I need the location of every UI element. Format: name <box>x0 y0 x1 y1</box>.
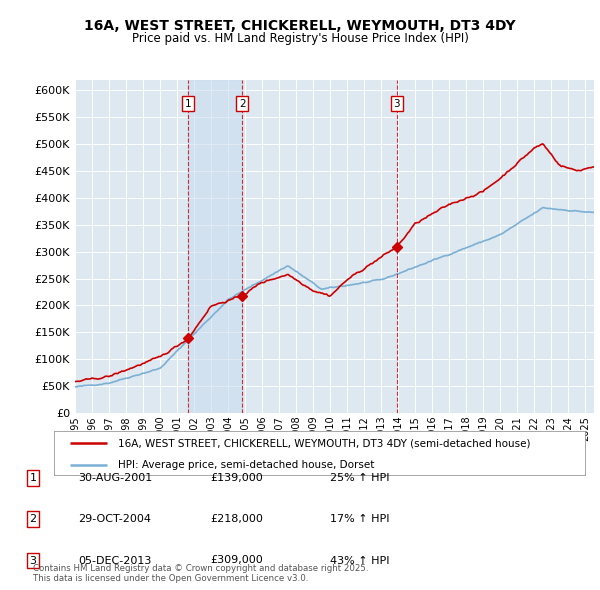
Text: 3: 3 <box>29 556 37 565</box>
Text: 16A, WEST STREET, CHICKERELL, WEYMOUTH, DT3 4DY: 16A, WEST STREET, CHICKERELL, WEYMOUTH, … <box>84 19 516 33</box>
Text: 17% ↑ HPI: 17% ↑ HPI <box>330 514 389 524</box>
Text: 16A, WEST STREET, CHICKERELL, WEYMOUTH, DT3 4DY (semi-detached house): 16A, WEST STREET, CHICKERELL, WEYMOUTH, … <box>118 438 530 448</box>
Text: 05-DEC-2013: 05-DEC-2013 <box>78 556 151 565</box>
Text: £218,000: £218,000 <box>210 514 263 524</box>
Text: HPI: Average price, semi-detached house, Dorset: HPI: Average price, semi-detached house,… <box>118 460 374 470</box>
Text: 1: 1 <box>29 473 37 483</box>
Text: £309,000: £309,000 <box>210 556 263 565</box>
Text: Price paid vs. HM Land Registry's House Price Index (HPI): Price paid vs. HM Land Registry's House … <box>131 32 469 45</box>
Text: 25% ↑ HPI: 25% ↑ HPI <box>330 473 389 483</box>
Text: 3: 3 <box>394 99 400 109</box>
Text: 1: 1 <box>185 99 191 109</box>
Bar <box>188 80 242 413</box>
Text: £139,000: £139,000 <box>210 473 263 483</box>
Text: 2: 2 <box>29 514 37 524</box>
Text: 2: 2 <box>239 99 245 109</box>
Text: Contains HM Land Registry data © Crown copyright and database right 2025.
This d: Contains HM Land Registry data © Crown c… <box>33 563 368 583</box>
Text: 30-AUG-2001: 30-AUG-2001 <box>78 473 152 483</box>
Text: 43% ↑ HPI: 43% ↑ HPI <box>330 556 389 565</box>
Text: 29-OCT-2004: 29-OCT-2004 <box>78 514 151 524</box>
